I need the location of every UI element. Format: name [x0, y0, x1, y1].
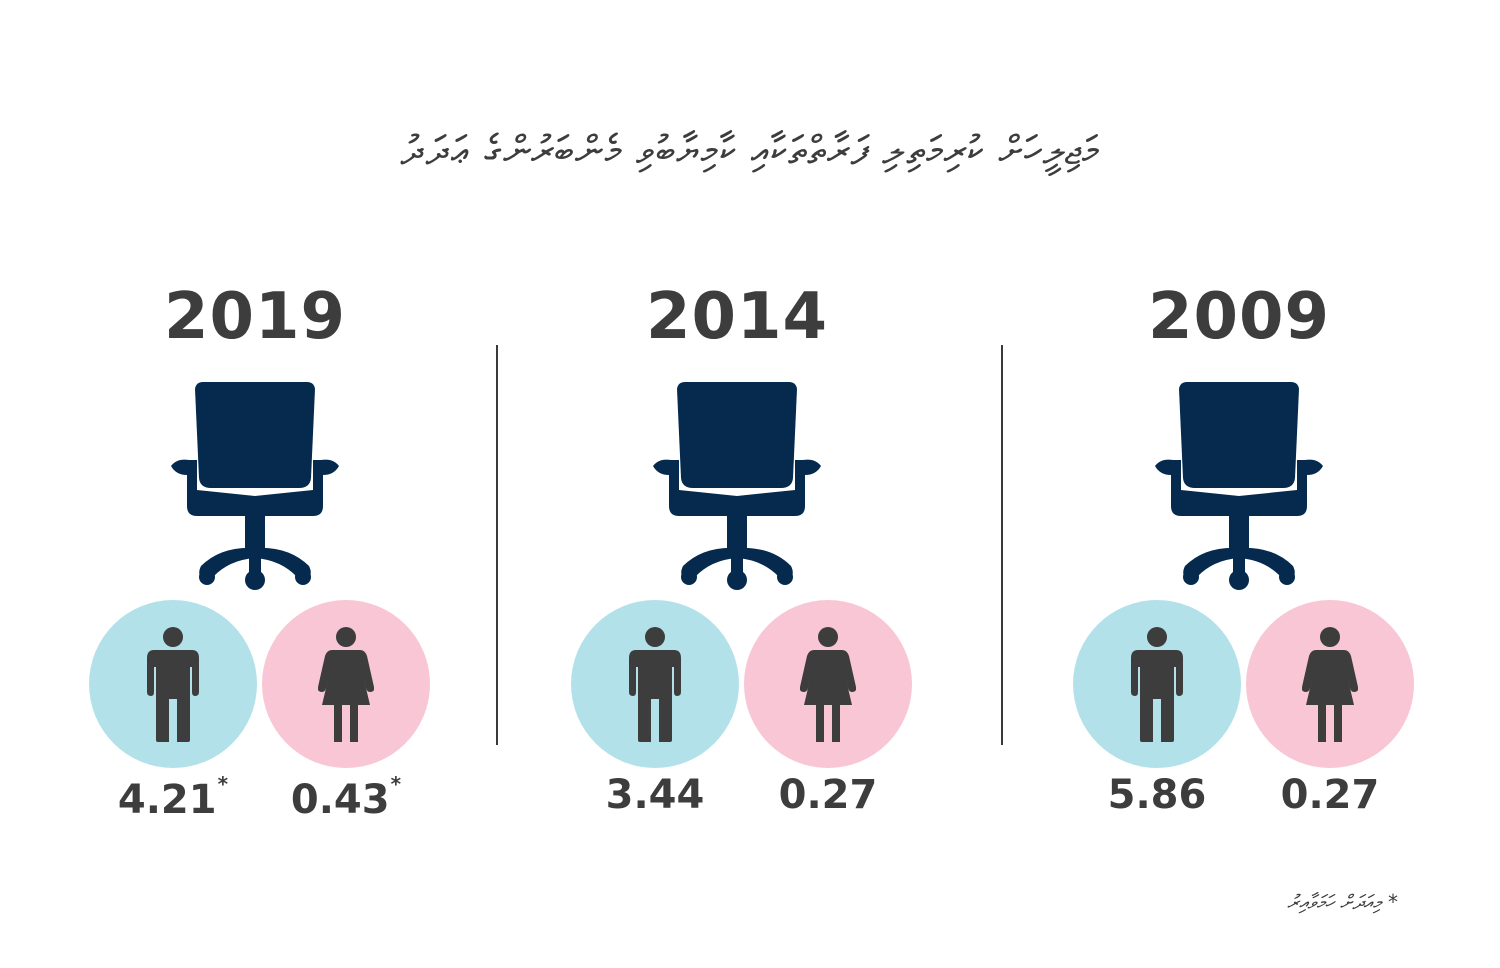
female-circle — [744, 600, 912, 768]
female-circle — [262, 600, 430, 768]
year-label: 2009 — [1147, 280, 1331, 354]
female-figure-icon — [318, 627, 374, 742]
male-circle — [89, 600, 257, 768]
female-circle — [1246, 600, 1414, 768]
male-figure-icon — [1131, 627, 1183, 742]
divider — [1001, 345, 1003, 745]
male-value: 3.44 — [605, 772, 705, 818]
female-value: 0.43* — [290, 772, 402, 823]
asterisk: * — [217, 772, 229, 796]
female-value: 0.27 — [1280, 772, 1380, 818]
office-chair-icon — [171, 382, 339, 590]
year-panel: 2019 4.21* 0.43* — [65, 280, 445, 840]
year-label: 2019 — [163, 280, 347, 354]
chart-title: މަޖިލީހަށް ކުރިމަތިލި ފަރާތްތަކާއި ކާމިޔ… — [400, 128, 1100, 174]
year-panel: 2014 3.44 0.27 — [547, 280, 927, 840]
year-panel: 2009 5.86 0.27 — [1049, 280, 1429, 840]
male-figure-icon — [629, 627, 681, 742]
office-chair-icon — [1155, 382, 1323, 590]
male-figure-icon — [147, 627, 199, 742]
female-figure-icon — [1302, 627, 1358, 742]
male-value: 5.86 — [1107, 772, 1207, 818]
male-circle — [571, 600, 739, 768]
female-value: 0.27 — [778, 772, 878, 818]
female-figure-icon — [800, 627, 856, 742]
footnote: * މިއަދަށް ހަމަވާއިރު — [1286, 890, 1398, 914]
asterisk: * — [390, 772, 402, 796]
divider — [496, 345, 498, 745]
office-chair-icon — [653, 382, 821, 590]
male-value: 4.21* — [117, 772, 229, 823]
year-label: 2014 — [645, 280, 829, 354]
male-circle — [1073, 600, 1241, 768]
